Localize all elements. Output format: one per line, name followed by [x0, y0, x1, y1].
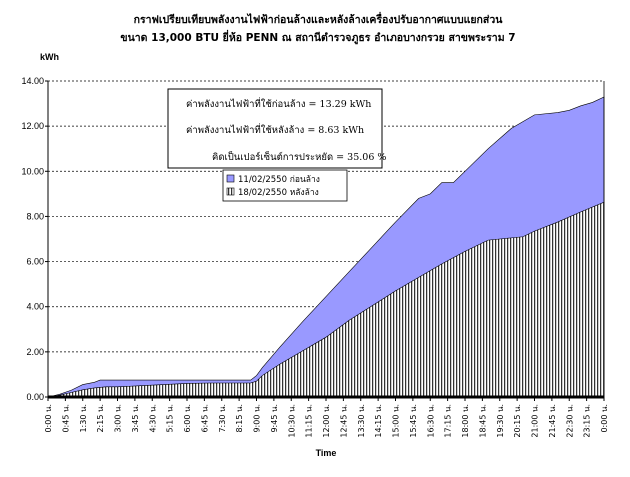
- chart-title-line1: กราฟเปรียบเทียบพลังงานไฟฟ้าก่อนล้างและหล…: [134, 11, 504, 26]
- x-tick-label-2: 1:30 น.: [79, 404, 88, 433]
- x-tick-label-5: 3:45 น.: [131, 404, 140, 433]
- x-tick-label-17: 12:45 น.: [339, 404, 348, 438]
- x-tick-label-10: 7:30 น.: [218, 404, 227, 433]
- y-axis-unit: kWh: [40, 52, 59, 62]
- x-tick-label-21: 15:45 น.: [409, 404, 418, 438]
- annotation-box: ค่าพลังงานไฟฟ้าที่ใช้ก่อนล้าง = 13.29 kW…: [167, 88, 386, 169]
- x-axis-ticks: 0:00 น. 0:45 น. 1:30 น. 2:15 น. 3:00 น. 3:45 …: [44, 397, 609, 438]
- x-tick-label-32: 0:00 น.: [600, 404, 609, 433]
- x-tick-label-23: 17:15 น.: [444, 404, 453, 438]
- x-tick-label-4: 3:00 น.: [114, 404, 123, 433]
- legend-label-before: 11/02/2550 ก่อนล้าง: [238, 174, 320, 185]
- legend-label-after: 18/02/2550 หลังล้าง: [238, 187, 319, 198]
- legend-swatch-after: [226, 187, 235, 196]
- x-tick-label-8: 6:00 น.: [183, 404, 192, 433]
- x-tick-label-19: 14:15 น.: [374, 404, 383, 438]
- annotation-saving: คิดเป็นเปอร์เซ็นต์การประหยัด = 35.06 %: [212, 150, 386, 163]
- x-tick-label-26: 19:30 น.: [496, 404, 505, 438]
- y-tick-label-7: 14.00: [21, 76, 44, 86]
- y-tick-label-0: 0.00: [26, 392, 44, 402]
- y-axis-ticks: 0.00 2.00 4.00 6.00 8.00 10.00 12.00 14.00: [21, 76, 48, 402]
- y-tick-label-6: 12.00: [21, 121, 44, 131]
- annotation-after: ค่าพลังงานไฟฟ้าที่ใช้หลังล้าง = 8.63 kWh: [186, 123, 364, 136]
- x-tick-label-24: 18:00 น.: [461, 404, 470, 438]
- y-tick-label-5: 10.00: [21, 166, 44, 176]
- y-tick-label-2: 4.00: [26, 302, 44, 312]
- x-tick-label-3: 2:15 น.: [96, 404, 105, 433]
- x-tick-label-11: 8:15 น.: [235, 404, 244, 433]
- legend-swatch-before: [226, 174, 235, 183]
- chart-title-line2: ขนาด 13,000 BTU ยี่ห้อ PENN ณ สถานีตำรวจ…: [120, 29, 515, 45]
- x-tick-label-14: 10:30 น.: [287, 404, 296, 438]
- x-tick-label-20: 15:00 น.: [392, 404, 401, 438]
- legend: 11/02/2550 ก่อนล้าง 18/02/2550 หลังล้าง: [222, 169, 348, 202]
- x-tick-label-31: 23:15 น.: [583, 404, 592, 438]
- x-tick-label-22: 16:30 น.: [426, 404, 435, 438]
- x-tick-label-9: 6:45 น.: [200, 404, 209, 433]
- x-axis-label: Time: [316, 448, 337, 458]
- x-tick-label-13: 9:45 น.: [270, 404, 279, 433]
- x-tick-label-29: 21:45 น.: [548, 404, 557, 438]
- x-tick-label-27: 20:15 น.: [513, 404, 522, 438]
- x-tick-label-1: 0:45 น.: [61, 404, 70, 433]
- x-tick-label-18: 13:30 น.: [357, 404, 366, 438]
- x-tick-label-6: 4:30 น.: [148, 404, 157, 433]
- x-tick-label-12: 9:00 น.: [253, 404, 262, 433]
- y-tick-label-1: 2.00: [26, 347, 44, 357]
- x-tick-label-25: 18:45 น.: [478, 404, 487, 438]
- annotation-before: ค่าพลังงานไฟฟ้าที่ใช้ก่อนล้าง = 13.29 kW…: [186, 97, 371, 110]
- y-tick-label-4: 8.00: [26, 211, 44, 221]
- x-tick-label-7: 5:15 น.: [166, 404, 175, 433]
- x-tick-label-30: 22:30 น.: [565, 404, 574, 438]
- x-tick-label-16: 12:00 น.: [322, 404, 331, 438]
- y-tick-label-3: 6.00: [26, 257, 44, 267]
- x-tick-label-0: 0:00 น.: [44, 404, 53, 433]
- series-after-cleaning-area: [47, 201, 605, 398]
- x-tick-label-15: 11:15 น.: [305, 404, 314, 438]
- x-tick-label-28: 21:00 น.: [531, 404, 540, 438]
